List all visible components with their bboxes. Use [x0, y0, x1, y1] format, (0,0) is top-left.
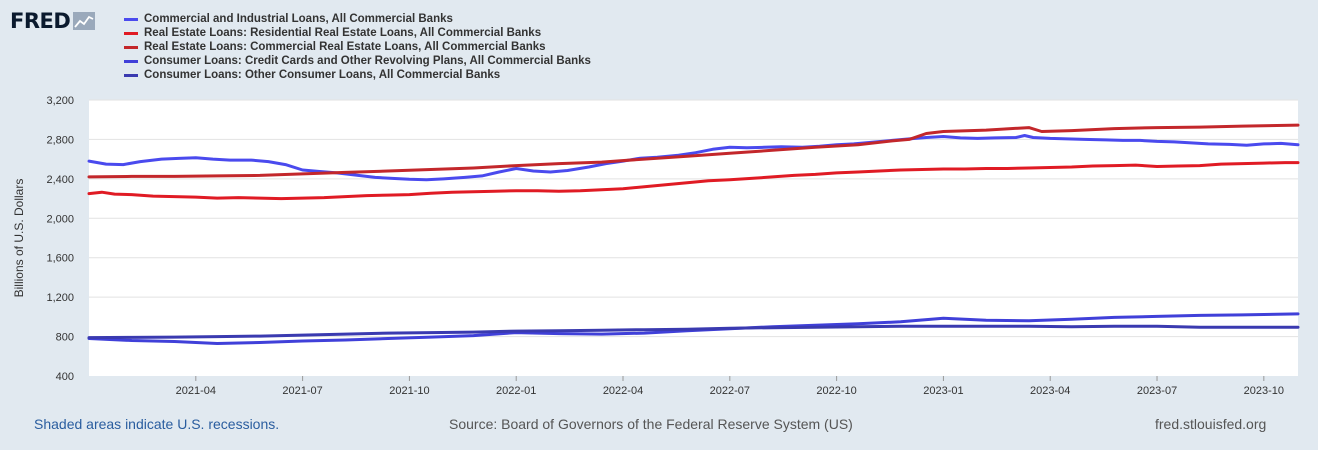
fred-logo[interactable]: FRED — [10, 9, 96, 33]
series-line-2 — [87, 161, 1300, 201]
y-tick-label: 3,200 — [46, 95, 74, 107]
legend-item: Consumer Loans: Credit Cards and Other R… — [124, 54, 591, 68]
y-tick-label: 800 — [56, 332, 74, 344]
x-tick-label: 2022-04 — [603, 385, 643, 397]
series-line-1 — [87, 134, 1300, 182]
y-tick-label: 400 — [56, 371, 74, 383]
x-tick-label: 2021-10 — [389, 385, 429, 397]
x-tick-label: 2023-01 — [923, 385, 963, 397]
x-tick-label: 2023-07 — [1137, 385, 1177, 397]
legend-item: Real Estate Loans: Commercial Real Estat… — [124, 40, 591, 54]
legend-label: Consumer Loans: Other Consumer Loans, Al… — [144, 69, 501, 81]
legend-label: Real Estate Loans: Commercial Real Estat… — [144, 41, 546, 53]
source-note: Source: Board of Governors of the Federa… — [449, 416, 853, 432]
legend-swatch — [124, 73, 138, 77]
y-tick-label: 1,200 — [46, 292, 74, 304]
series-line-3 — [87, 123, 1300, 179]
x-tick-label: 2021-07 — [282, 385, 322, 397]
legend-item: Real Estate Loans: Residential Real Esta… — [124, 26, 591, 40]
x-tick-label: 2022-10 — [816, 385, 856, 397]
recessions-note: Shaded areas indicate U.S. recessions. — [34, 416, 280, 432]
x-tick-label: 2023-04 — [1030, 385, 1070, 397]
y-tick-label: 2,800 — [46, 134, 74, 146]
y-axis-label: Billions of U.S. Dollars — [12, 179, 26, 298]
chart-legend: Commercial and Industrial Loans, All Com… — [124, 12, 591, 82]
legend-swatch — [124, 17, 138, 21]
x-tick-label: 2022-01 — [496, 385, 536, 397]
y-tick-label: 2,000 — [46, 213, 74, 225]
legend-label: Real Estate Loans: Residential Real Esta… — [144, 27, 542, 39]
legend-swatch — [124, 59, 138, 63]
y-tick-label: 1,600 — [46, 253, 74, 265]
x-tick-label: 2023-10 — [1244, 385, 1284, 397]
site-link[interactable]: fred.stlouisfed.org — [1155, 416, 1267, 432]
legend-swatch — [124, 45, 138, 49]
logo-text: FRED — [10, 9, 71, 33]
legend-label: Commercial and Industrial Loans, All Com… — [144, 13, 453, 25]
legend-item: Commercial and Industrial Loans, All Com… — [124, 12, 591, 26]
series-line-5 — [87, 324, 1300, 340]
y-tick-label: 2,400 — [46, 174, 74, 186]
legend-swatch — [124, 31, 138, 35]
legend-item: Consumer Loans: Other Consumer Loans, Al… — [124, 68, 591, 82]
chart-line-icon — [73, 12, 96, 30]
legend-label: Consumer Loans: Credit Cards and Other R… — [144, 55, 591, 67]
x-tick-label: 2022-07 — [710, 385, 750, 397]
x-tick-label: 2021-04 — [176, 385, 216, 397]
